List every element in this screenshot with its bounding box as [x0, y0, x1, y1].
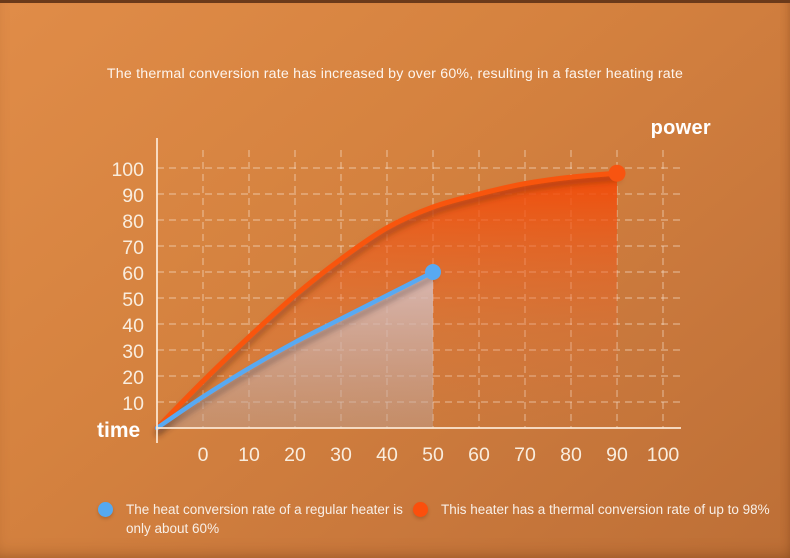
x-tick-label: 90 [606, 444, 628, 466]
legend-item-regular-heater: The heat conversion rate of a regular he… [98, 500, 428, 538]
y-tick-label: 90 [122, 185, 144, 207]
legend-marker-blue-dot [98, 502, 113, 517]
y-tick-label: 60 [122, 263, 144, 285]
x-tick-label: 40 [376, 444, 398, 466]
x-tick-label: 30 [330, 444, 352, 466]
legend: The heat conversion rate of a regular he… [0, 500, 790, 546]
x-tick-label: 20 [284, 444, 306, 466]
x-tick-label: 70 [514, 444, 536, 466]
y-tick-label: 80 [122, 211, 144, 233]
end-dot-regular-heater [425, 264, 441, 280]
x-tick-label: 10 [238, 444, 260, 466]
series-line-this-heater [154, 170, 620, 431]
top-border-strip [0, 0, 790, 3]
y-tick-labels: 10 20 30 40 50 60 70 80 90 100 [111, 159, 144, 415]
legend-marker-orange-dot [413, 502, 428, 517]
axes [156, 138, 681, 443]
x-tick-label: 0 [198, 444, 209, 466]
x-tick-label: 50 [422, 444, 444, 466]
y-tick-label: 50 [122, 289, 144, 311]
legend-text-regular-heater: The heat conversion rate of a regular he… [126, 502, 403, 536]
x-axis-label-time: time [97, 419, 141, 442]
y-tick-label: 30 [122, 341, 144, 363]
y-tick-label: 100 [111, 159, 144, 181]
x-tick-label: 80 [560, 444, 582, 466]
y-tick-label: 70 [122, 237, 144, 259]
series-line-regular-heater [154, 269, 436, 431]
y-tick-label: 20 [122, 367, 144, 389]
y-tick-label: 10 [122, 393, 144, 415]
headline: The thermal conversion rate has increase… [106, 66, 684, 82]
x-tick-labels: 0 10 20 30 40 50 60 70 80 90 100 [198, 444, 680, 466]
y-axis-label-power: power [650, 117, 711, 139]
x-tick-label: 100 [647, 444, 680, 466]
y-tick-label: 40 [122, 315, 144, 337]
end-dot-this-heater [608, 164, 626, 182]
legend-text-this-heater: This heater has a thermal conversion rat… [441, 502, 770, 517]
x-tick-label: 60 [468, 444, 490, 466]
legend-item-this-heater: This heater has a thermal conversion rat… [413, 500, 783, 519]
area-fill-regular-heater [157, 272, 433, 428]
